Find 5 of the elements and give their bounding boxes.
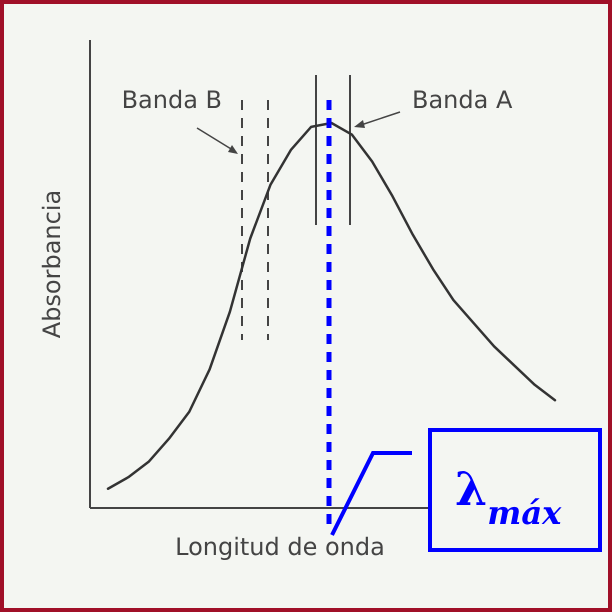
text: Banda A [412, 86, 513, 114]
annotation: λ$_{máx}$ [455, 462, 562, 532]
y-axis-title: Absorbancia [38, 190, 66, 338]
x-axis-title: Longitud de onda [175, 533, 385, 561]
text: Banda B [122, 86, 222, 114]
